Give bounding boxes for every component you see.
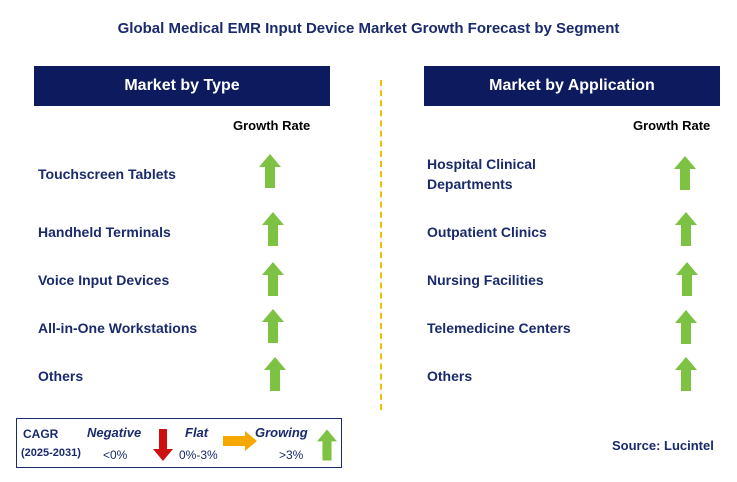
up-arrow-icon <box>259 154 281 188</box>
up-arrow-icon <box>262 212 284 246</box>
type-item-handheld-terminals: Handheld Terminals <box>38 224 171 240</box>
up-arrow-icon <box>317 429 337 461</box>
panel-divider <box>380 80 382 410</box>
up-arrow-icon <box>262 309 284 343</box>
application-item-hospital-clinical-departments: Hospital Clinical Departments <box>427 156 536 192</box>
application-item-nursing-facilities: Nursing Facilities <box>427 272 544 288</box>
legend-negative-range: <0% <box>103 448 128 462</box>
application-item-outpatient-clinics: Outpatient Clinics <box>427 224 547 240</box>
type-item-others: Others <box>38 368 84 384</box>
legend-growing-label: Growing <box>255 425 308 440</box>
legend-negative-label: Negative <box>87 425 142 440</box>
source-note: Source: Lucintel <box>612 438 714 453</box>
type-item-all-in-one-workstations: All-in-One Workstations <box>38 320 198 336</box>
legend-flat-label: Flat <box>185 425 209 440</box>
up-arrow-icon <box>262 262 284 296</box>
up-arrow-icon <box>264 357 286 391</box>
cagr-legend: CAGR (2025-2031) Negative <0% Flat 0%-3%… <box>16 418 342 468</box>
growth-rate-label-type: Growth Rate <box>233 118 311 133</box>
type-item-touchscreen-tablets: Touchscreen Tablets <box>38 166 176 182</box>
application-item-others: Others <box>427 368 473 384</box>
chart-title: Global Medical EMR Input Device Market G… <box>117 20 620 37</box>
legend-flat-range: 0%-3% <box>179 448 218 462</box>
growth-rate-label-application: Growth Rate <box>633 118 711 133</box>
up-arrow-icon <box>675 357 697 391</box>
panel-header-application: Market by Application <box>424 66 720 106</box>
up-arrow-icon <box>675 212 697 246</box>
legend-cagr-label: CAGR <box>23 427 59 441</box>
application-item-telemedicine-centers: Telemedicine Centers <box>427 320 571 336</box>
up-arrow-icon <box>676 262 698 296</box>
right-arrow-icon <box>223 431 257 451</box>
type-item-voice-input-devices: Voice Input Devices <box>38 272 170 288</box>
panel-header-type: Market by Type <box>34 66 330 106</box>
down-arrow-icon <box>153 429 173 461</box>
legend-growing-range: >3% <box>279 448 304 462</box>
up-arrow-icon <box>674 156 696 190</box>
up-arrow-icon <box>675 310 697 344</box>
legend-period: (2025-2031) <box>21 447 81 459</box>
